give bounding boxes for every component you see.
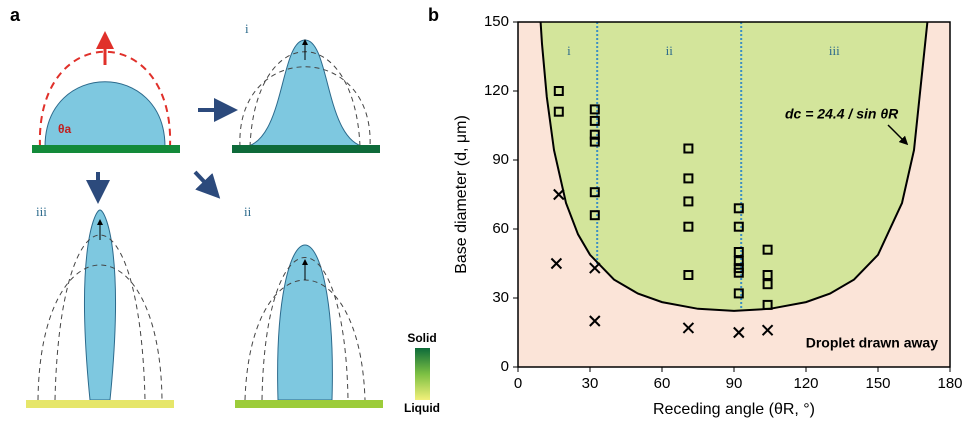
square-point [553, 86, 564, 96]
square-point [733, 221, 744, 232]
x-tick-label: 0 [514, 375, 522, 392]
cross-point [550, 257, 563, 270]
square-point [683, 196, 694, 207]
dashed-outline [239, 66, 371, 148]
square-point [762, 279, 773, 290]
cross-point [589, 262, 601, 274]
annotation: Droplet drawn away [806, 335, 938, 351]
square-point [589, 210, 600, 221]
substrate [235, 400, 383, 408]
square-point [589, 104, 600, 115]
square-point [683, 270, 694, 280]
square-point [733, 203, 744, 214]
scale-label: Solid [407, 331, 436, 345]
square-point [589, 187, 600, 198]
substrate [26, 400, 174, 408]
annotation-arrow [887, 124, 909, 146]
angle-label: θa [58, 122, 71, 136]
panel-label: a [10, 5, 21, 25]
region-label: iii [829, 43, 840, 58]
cross-point [589, 315, 601, 327]
scale-label: Liquid [404, 401, 440, 415]
square-point [589, 129, 600, 140]
y-tick-label: 0 [501, 358, 509, 375]
y-axis-label: Base diameter (d, μm) [453, 115, 470, 274]
x-tick-label: 90 [726, 375, 743, 392]
region-label: i [567, 43, 571, 58]
droplet [44, 81, 166, 148]
square-point [733, 267, 744, 278]
sub-label: ii [244, 204, 252, 219]
panel-label: b [428, 5, 439, 25]
y-tick-label: 30 [492, 289, 509, 306]
square-point [733, 256, 744, 267]
square-point [683, 221, 694, 232]
substrate [32, 145, 180, 153]
sub-label: iii [36, 204, 47, 219]
cross-point [761, 324, 774, 336]
y-tick-label: 60 [492, 220, 509, 237]
color-scale [415, 348, 430, 400]
sub-label: i [245, 21, 249, 36]
x-axis-label: Receding angle (θR, °) [653, 401, 815, 418]
square-point [589, 136, 600, 147]
y-tick-label: 150 [484, 13, 509, 30]
square-point [683, 143, 694, 154]
substrate [232, 145, 380, 153]
cross-point [682, 322, 695, 334]
y-tick-label: 120 [484, 82, 509, 99]
y-tick-label: 90 [492, 151, 509, 168]
arrow [193, 170, 221, 199]
x-tick-label: 30 [582, 375, 599, 392]
annotation: dc = 24.4 / sin θR [785, 106, 899, 122]
curve [539, 21, 929, 312]
region-label: ii [666, 43, 674, 58]
cross-point [553, 188, 565, 201]
square-point [733, 288, 744, 299]
square-point [733, 247, 744, 257]
dashed-outline [37, 264, 163, 401]
square-point [762, 270, 773, 280]
dashed-outline [261, 257, 349, 401]
square-point [589, 115, 600, 126]
square-point [762, 244, 773, 255]
dashed-outline [244, 279, 366, 401]
x-tick-label: 150 [865, 375, 890, 392]
droplet [84, 209, 116, 401]
square-point [553, 106, 564, 117]
square-point [762, 299, 773, 310]
square-point [683, 173, 694, 184]
droplet [277, 244, 333, 401]
panel-a: a θa i iii ii Solid Liquid [10, 5, 440, 415]
x-tick-label: 120 [793, 375, 818, 392]
region [540, 22, 928, 311]
cross-point [733, 326, 745, 339]
x-tick-label: 180 [937, 375, 962, 392]
x-tick-label: 60 [654, 375, 671, 392]
